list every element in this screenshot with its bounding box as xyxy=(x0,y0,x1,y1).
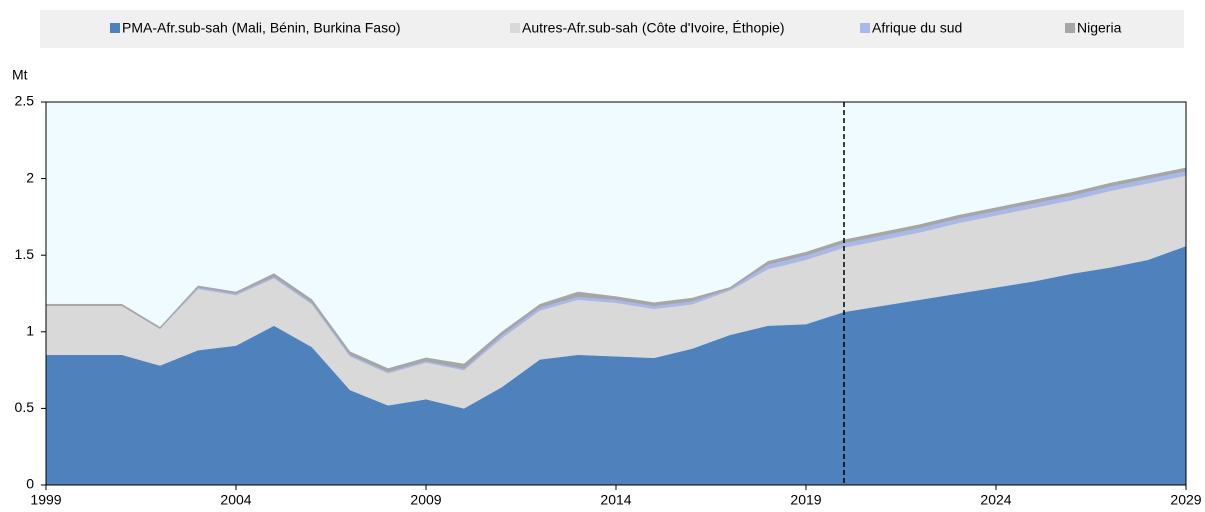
x-tick-label: 2014 xyxy=(600,492,631,508)
x-tick-label: 2009 xyxy=(410,492,441,508)
legend-swatch xyxy=(860,23,870,33)
legend-background xyxy=(40,10,1184,48)
y-tick-label: 0.5 xyxy=(15,399,35,415)
y-tick-label: 1.5 xyxy=(15,246,35,262)
y-axis-label: Mt xyxy=(12,67,28,83)
y-tick-label: 1 xyxy=(26,323,34,339)
legend-label: Nigeria xyxy=(1077,20,1122,36)
y-tick-label: 2 xyxy=(26,169,34,185)
x-tick-label: 2019 xyxy=(790,492,821,508)
x-tick-label: 2004 xyxy=(220,492,251,508)
legend-label: Autres-Afr.sub-sah (Côte d'Ivoire, Éthop… xyxy=(522,20,785,36)
y-tick-label: 0 xyxy=(26,476,34,492)
legend-swatch xyxy=(110,23,120,33)
y-tick-label: 2.5 xyxy=(15,93,35,109)
x-tick-label: 2024 xyxy=(980,492,1011,508)
legend-swatch xyxy=(1065,23,1075,33)
x-tick-label: 2029 xyxy=(1170,492,1201,508)
legend-label: PMA-Afr.sub-sah (Mali, Bénin, Burkina Fa… xyxy=(122,20,401,36)
legend-swatch xyxy=(510,23,520,33)
x-tick-label: 1999 xyxy=(30,492,61,508)
legend-label: Afrique du sud xyxy=(872,20,962,36)
